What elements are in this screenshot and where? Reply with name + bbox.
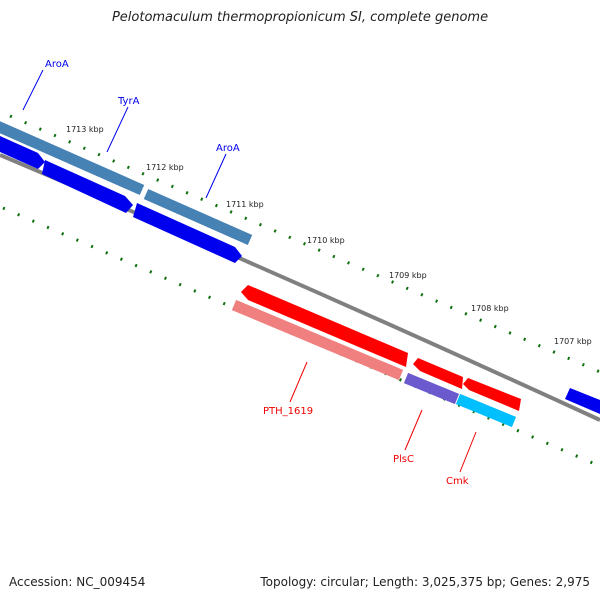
- label-leader: [22, 69, 44, 111]
- feature-cmk[interactable]: [455, 393, 517, 428]
- tick-label: 1708 kbp: [471, 304, 509, 313]
- gene-label-pth1619[interactable]: PTH_1619: [263, 406, 313, 417]
- feature-aroa-1[interactable]: [0, 121, 145, 196]
- gene-label-plsc[interactable]: PlsC: [393, 454, 414, 465]
- cds-forward-4[interactable]: [565, 388, 600, 414]
- tick-label: 1713 kbp: [66, 125, 104, 134]
- gene-label-aroa[interactable]: AroA: [216, 143, 240, 154]
- cds-forward-2[interactable]: [42, 160, 133, 213]
- tick-label: 1707 kbp: [554, 337, 592, 346]
- tick-label: 1709 kbp: [389, 271, 427, 280]
- gene-label-cmk[interactable]: Cmk: [446, 476, 469, 487]
- accession-text: Accession: NC_009454: [9, 575, 146, 589]
- cds-pth1619[interactable]: [241, 285, 408, 367]
- label-leader: [404, 409, 423, 451]
- label-leader: [459, 431, 477, 473]
- gene-label-tyra[interactable]: TyrA: [117, 96, 140, 107]
- feature-pth1619[interactable]: [231, 299, 404, 381]
- genome-summary: Topology: circular; Length: 3,025,375 bp…: [260, 575, 590, 589]
- label-leader: [205, 153, 227, 199]
- feature-plsc[interactable]: [403, 372, 460, 405]
- tick-label: 1712 kbp: [146, 163, 184, 172]
- outer-tick-row: [9, 114, 600, 374]
- tick-label: 1711 kbp: [226, 200, 264, 209]
- cds-forward-3[interactable]: [133, 203, 242, 263]
- cds-cmk[interactable]: [463, 378, 521, 411]
- label-leader: [106, 106, 129, 153]
- cds-plsc[interactable]: [413, 358, 463, 389]
- cds-forward-1[interactable]: [0, 136, 45, 169]
- gene-label-aroa[interactable]: AroA: [45, 59, 69, 70]
- label-leader: [289, 361, 308, 403]
- feature-aroa-2[interactable]: [143, 188, 253, 246]
- map-title: Pelotomaculum thermopropionicum SI, comp…: [111, 10, 489, 25]
- tick-label: 1710 kbp: [307, 236, 345, 245]
